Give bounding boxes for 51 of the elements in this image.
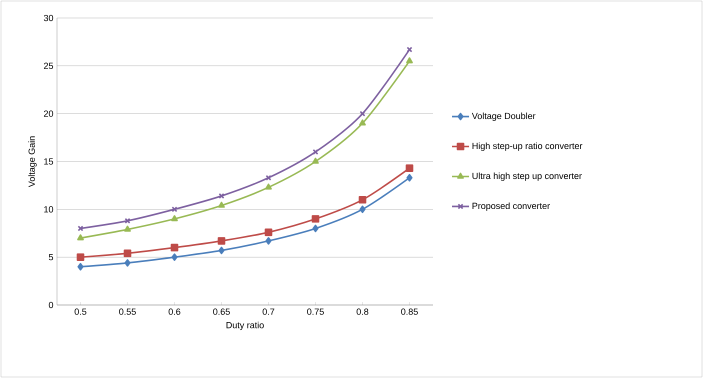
- point: [312, 158, 319, 164]
- x-tick-label: 0.75: [307, 308, 324, 315]
- y-axis-title: Voltage Gain: [28, 136, 37, 188]
- legend-label: Proposed converter: [472, 202, 550, 211]
- legend-label: Voltage Doubler: [472, 112, 536, 121]
- point: [77, 262, 84, 271]
- point: [406, 174, 413, 182]
- point: [76, 253, 84, 261]
- point: [172, 206, 178, 212]
- point: [406, 57, 413, 64]
- point: [360, 110, 366, 117]
- point: [218, 193, 224, 199]
- point: [170, 244, 178, 252]
- y-tick-label: 30: [44, 14, 54, 22]
- y-tick-label: 5: [48, 254, 54, 260]
- x-axis-title: Duty ratio: [226, 322, 264, 330]
- point: [218, 202, 225, 208]
- x-tick-label: 0.5: [74, 308, 86, 315]
- y-tick-label: 10: [44, 206, 54, 213]
- x-tick-label: 0.7: [262, 308, 274, 315]
- point: [124, 218, 130, 224]
- point: [171, 215, 178, 222]
- point: [359, 119, 366, 126]
- y-tick-label: 15: [44, 158, 54, 165]
- point: [124, 226, 131, 232]
- point: [218, 246, 225, 254]
- y-tick-label: 25: [44, 62, 54, 70]
- x-tick-label: 0.85: [401, 308, 418, 315]
- point: [124, 259, 131, 267]
- x-tick-label: 0.65: [213, 308, 230, 315]
- point: [171, 253, 178, 261]
- point: [264, 228, 272, 236]
- legend-label: Ultra high step up converter: [472, 172, 582, 181]
- point: [312, 215, 320, 223]
- point: [265, 237, 272, 245]
- x-tick-label: 0.8: [356, 308, 368, 315]
- legend-label: High step-up ratio converter: [472, 142, 582, 151]
- y-tick-label: 0: [48, 302, 54, 308]
- point: [359, 206, 366, 214]
- point: [266, 174, 272, 181]
- point: [406, 164, 414, 172]
- x-tick-label: 0.6: [168, 308, 180, 315]
- x-tick-label: 0.55: [119, 308, 136, 315]
- point: [124, 250, 132, 258]
- point: [312, 149, 318, 155]
- point: [265, 184, 272, 190]
- point: [77, 234, 84, 240]
- point: [312, 224, 319, 232]
- point: [218, 237, 226, 245]
- point: [358, 196, 366, 204]
- y-tick-label: 20: [44, 110, 54, 117]
